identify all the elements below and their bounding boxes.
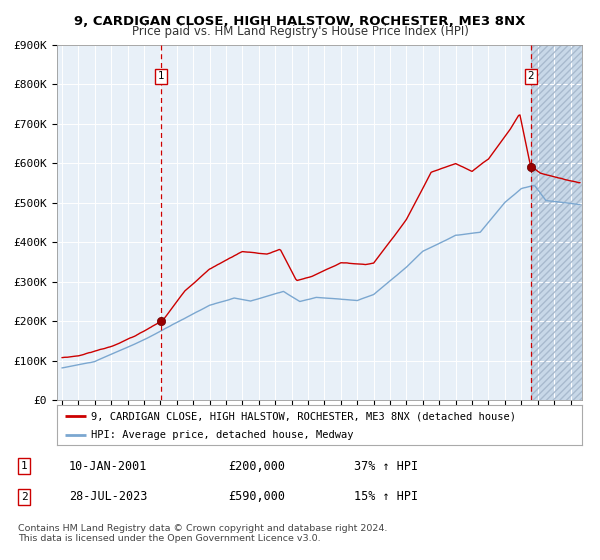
Text: Price paid vs. HM Land Registry's House Price Index (HPI): Price paid vs. HM Land Registry's House … <box>131 25 469 38</box>
Text: 28-JUL-2023: 28-JUL-2023 <box>69 491 148 503</box>
Text: Contains HM Land Registry data © Crown copyright and database right 2024.
This d: Contains HM Land Registry data © Crown c… <box>18 524 388 543</box>
Text: £590,000: £590,000 <box>228 491 285 503</box>
Text: 9, CARDIGAN CLOSE, HIGH HALSTOW, ROCHESTER, ME3 8NX (detached house): 9, CARDIGAN CLOSE, HIGH HALSTOW, ROCHEST… <box>91 411 516 421</box>
Text: £200,000: £200,000 <box>228 460 285 473</box>
Text: 15% ↑ HPI: 15% ↑ HPI <box>354 491 418 503</box>
Text: HPI: Average price, detached house, Medway: HPI: Average price, detached house, Medw… <box>91 430 353 440</box>
Text: 1: 1 <box>20 461 28 471</box>
Text: 2: 2 <box>527 72 534 81</box>
Bar <box>530 45 582 400</box>
Text: 1: 1 <box>158 72 164 81</box>
Text: 10-JAN-2001: 10-JAN-2001 <box>69 460 148 473</box>
Text: 2: 2 <box>20 492 28 502</box>
Bar <box>530 45 582 400</box>
Text: 37% ↑ HPI: 37% ↑ HPI <box>354 460 418 473</box>
Text: 9, CARDIGAN CLOSE, HIGH HALSTOW, ROCHESTER, ME3 8NX: 9, CARDIGAN CLOSE, HIGH HALSTOW, ROCHEST… <box>74 15 526 27</box>
